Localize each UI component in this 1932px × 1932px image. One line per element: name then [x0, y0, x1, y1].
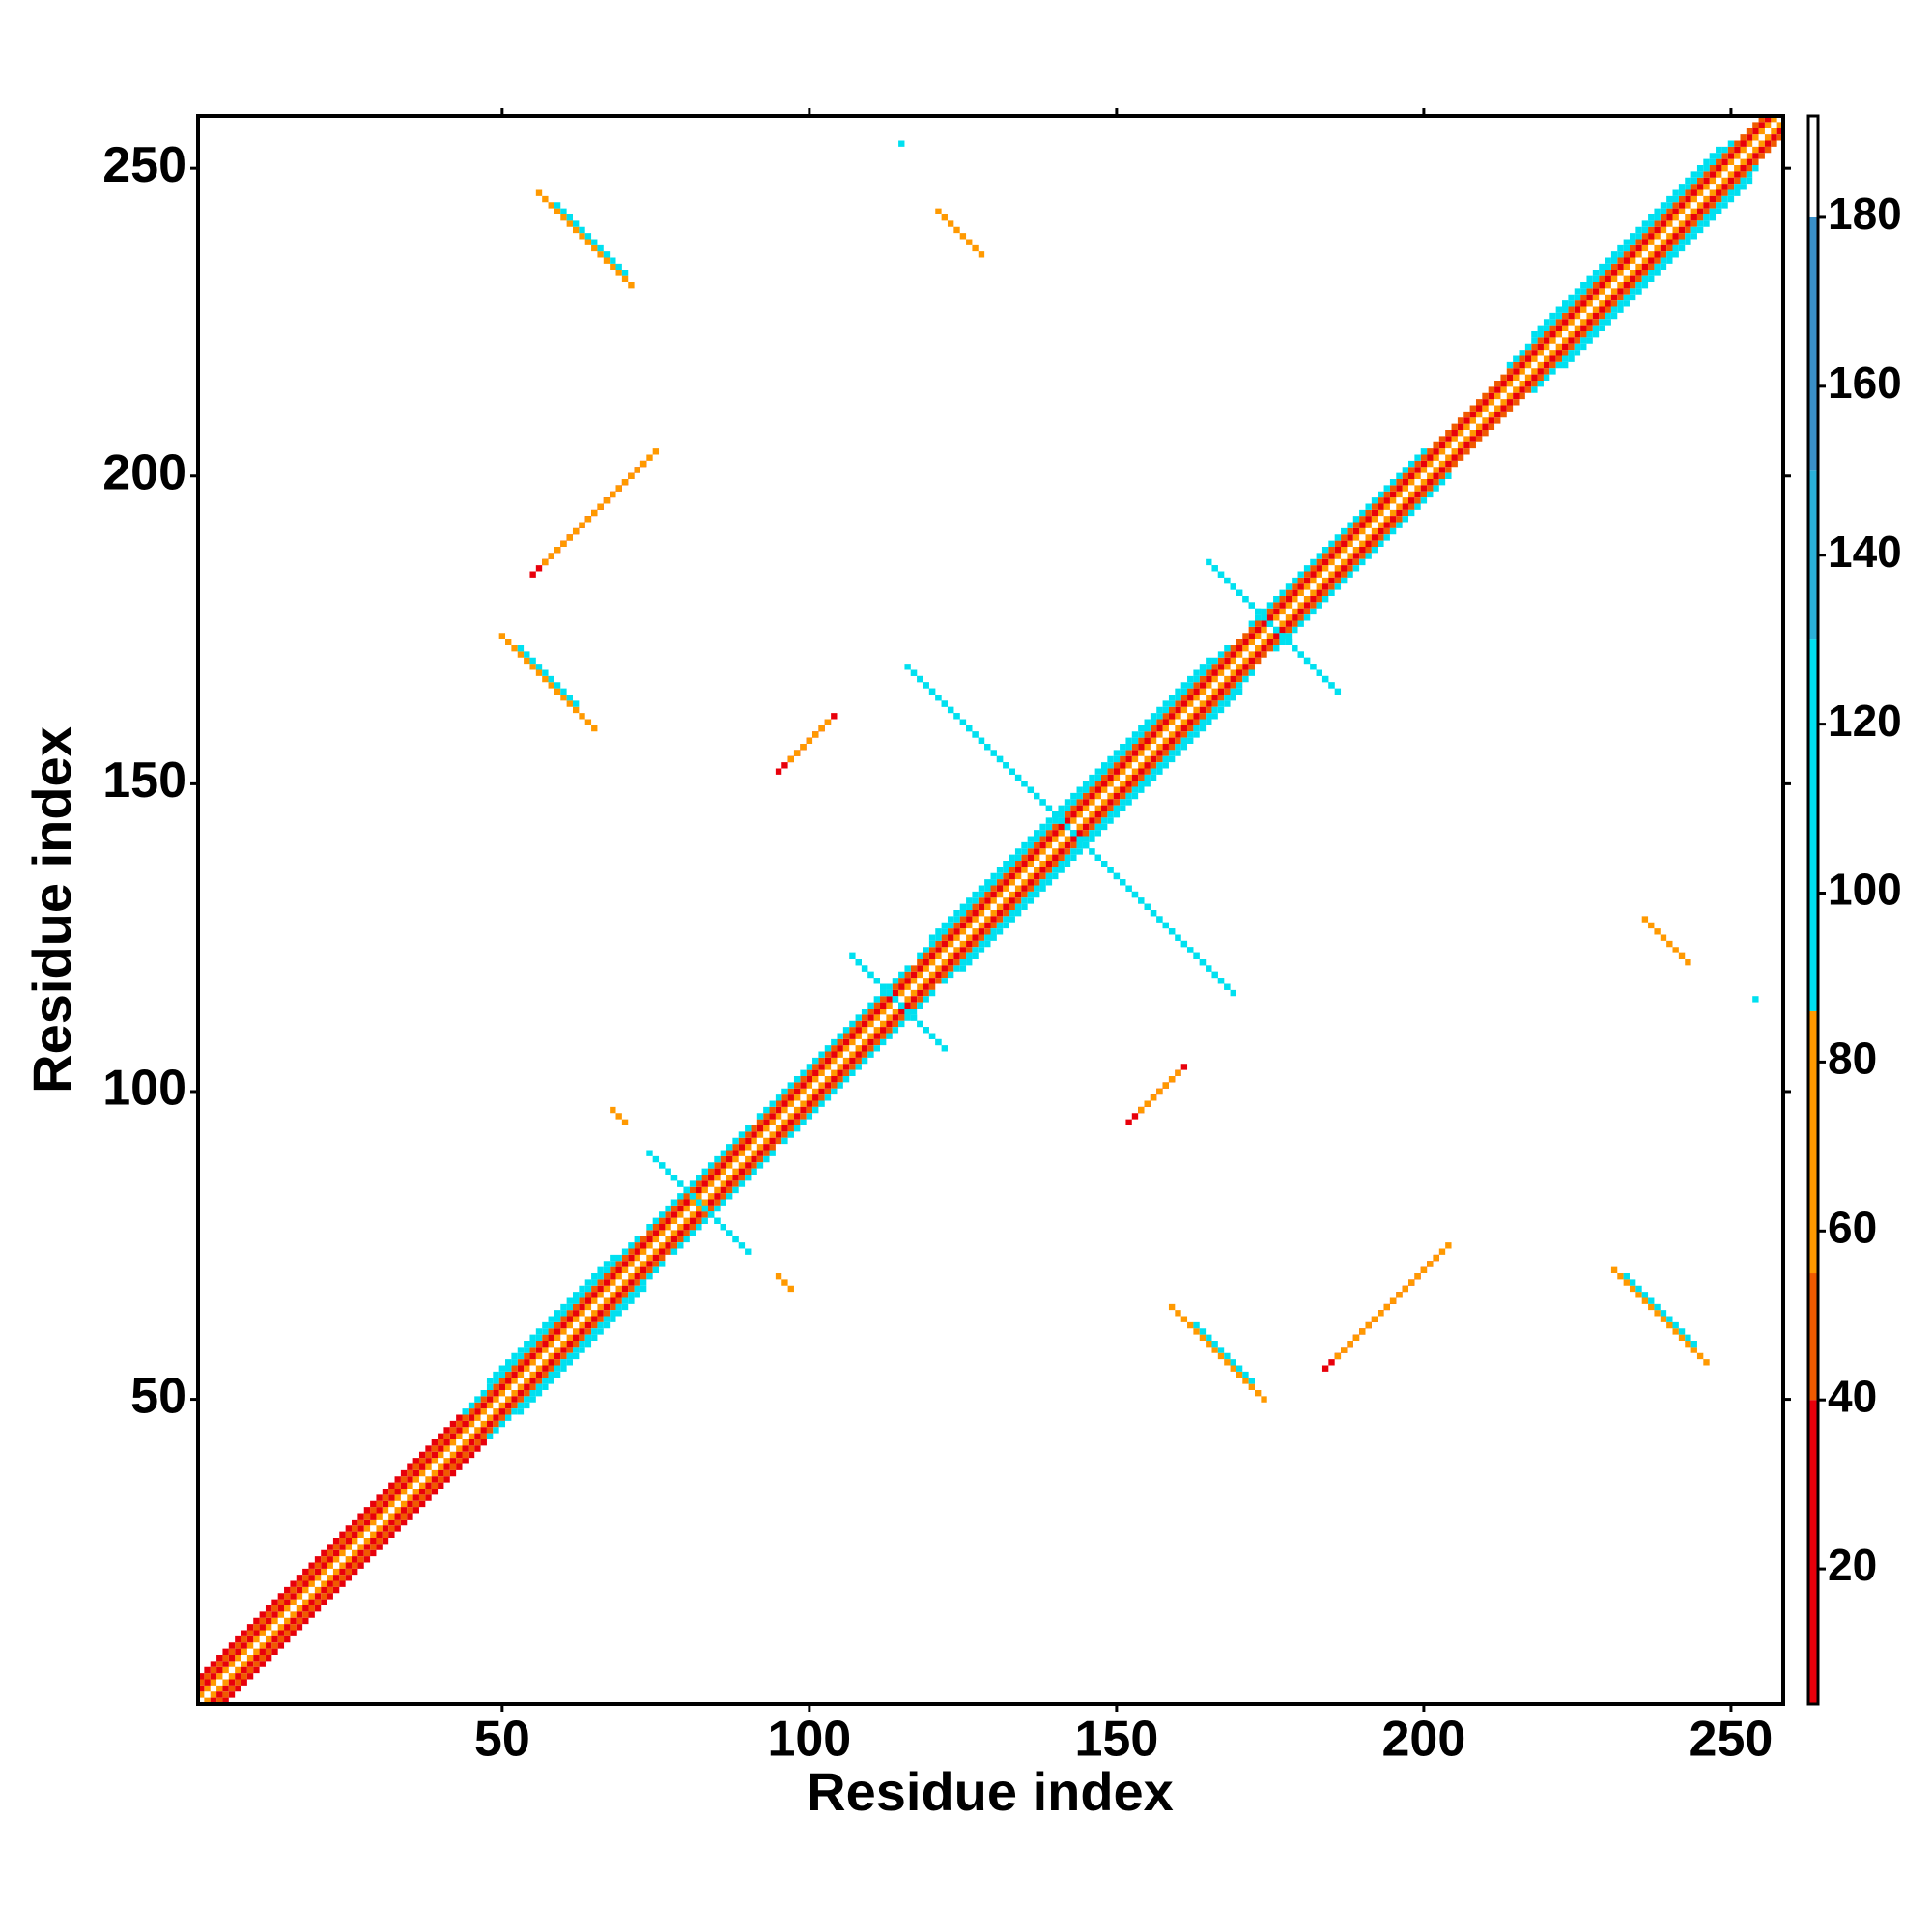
contact-strip	[1752, 996, 1759, 1003]
contact-strip	[1138, 1069, 1181, 1114]
diagonal-band	[1273, 472, 1452, 652]
diagonal-band	[222, 1439, 487, 1704]
diagonal-band	[1531, 146, 1722, 338]
diagonal-band	[928, 657, 1212, 941]
x-tick-label: 200	[1382, 1712, 1466, 1768]
contact-strip	[517, 645, 580, 707]
contact-strip	[910, 669, 1236, 997]
contact-strip	[646, 1150, 739, 1243]
colorbar-level	[1808, 1010, 1818, 1274]
diagonal-band	[959, 688, 1243, 972]
contact-strip	[1334, 1242, 1452, 1360]
diagonal-band	[756, 965, 911, 1120]
contact-strip	[542, 448, 660, 566]
y-tick-label: 50	[130, 1368, 186, 1424]
colorbar-level	[1808, 216, 1818, 471]
contact-strip	[787, 719, 832, 763]
x-tick-label: 50	[474, 1712, 530, 1768]
colorbar-tick-label: 20	[1828, 1540, 1877, 1590]
colorbar-level	[1808, 1273, 1818, 1401]
plot-frame	[196, 114, 1785, 1706]
y-tick-label: 150	[102, 753, 186, 809]
diagonal-band	[670, 1150, 776, 1255]
contact-strip	[849, 952, 942, 1046]
colorbar-tick-label: 60	[1828, 1202, 1877, 1252]
colorbar-level	[1808, 116, 1818, 217]
colorbar-tick-label: 140	[1828, 526, 1902, 577]
diagonal-band	[198, 1414, 463, 1680]
diagonal-band	[486, 1261, 666, 1439]
diagonal-band	[216, 134, 1783, 1705]
diagonal-band	[1562, 177, 1753, 369]
contact-strip	[1168, 1303, 1267, 1403]
contact-strip	[898, 140, 905, 147]
y-tick-label: 250	[102, 137, 186, 193]
diagonal-band	[941, 669, 1255, 984]
colorbar-frame	[1806, 114, 1820, 1706]
y-tick-label: 100	[102, 1061, 186, 1117]
diagonal-band	[1531, 164, 1759, 393]
diagonal-band	[486, 1254, 616, 1384]
colorbar-tick-label: 100	[1828, 865, 1902, 915]
diagonal-band	[204, 122, 1783, 1705]
contact-strip	[1193, 1321, 1255, 1384]
heatmap-cells	[198, 116, 1783, 1705]
diagonal-band	[1506, 140, 1735, 369]
colorbar-tick-label: 160	[1828, 357, 1902, 408]
contact-strip	[1641, 916, 1691, 966]
x-axis-label: Residue index	[807, 1761, 1174, 1822]
diagonal-band	[198, 116, 1765, 1686]
y-axis-label: Residue index	[21, 726, 82, 1094]
colorbar-level	[1808, 1400, 1818, 1704]
diagonal-band	[198, 116, 1777, 1698]
diagonal-band	[462, 1236, 640, 1415]
contact-strip	[554, 202, 629, 276]
y-tick-label: 200	[102, 445, 186, 501]
diagonal-band	[917, 645, 1231, 959]
contact-strip	[535, 189, 635, 289]
contact-strip	[1623, 1272, 1697, 1348]
colorbar-tick-label: 180	[1828, 188, 1902, 239]
diagonal-band	[517, 1285, 647, 1415]
colorbar-tick-label: 120	[1828, 696, 1902, 746]
colorbar-level	[1808, 470, 1818, 640]
x-tick-label: 150	[1075, 1712, 1159, 1768]
contact-strip	[775, 1272, 794, 1293]
contact-strip	[935, 208, 985, 258]
x-tick-label: 250	[1690, 1712, 1774, 1768]
diagonal-band	[646, 1125, 752, 1231]
colorbar-tick-label: 40	[1828, 1371, 1877, 1421]
diagonal-band	[1248, 448, 1428, 627]
contact-strip	[610, 1106, 629, 1126]
x-tick-label: 100	[767, 1712, 851, 1768]
diagonal-band	[781, 989, 936, 1145]
colorbar-tick-label: 80	[1828, 1034, 1877, 1084]
contact-strip	[1211, 565, 1342, 695]
colorbar-level	[1808, 639, 1818, 1011]
